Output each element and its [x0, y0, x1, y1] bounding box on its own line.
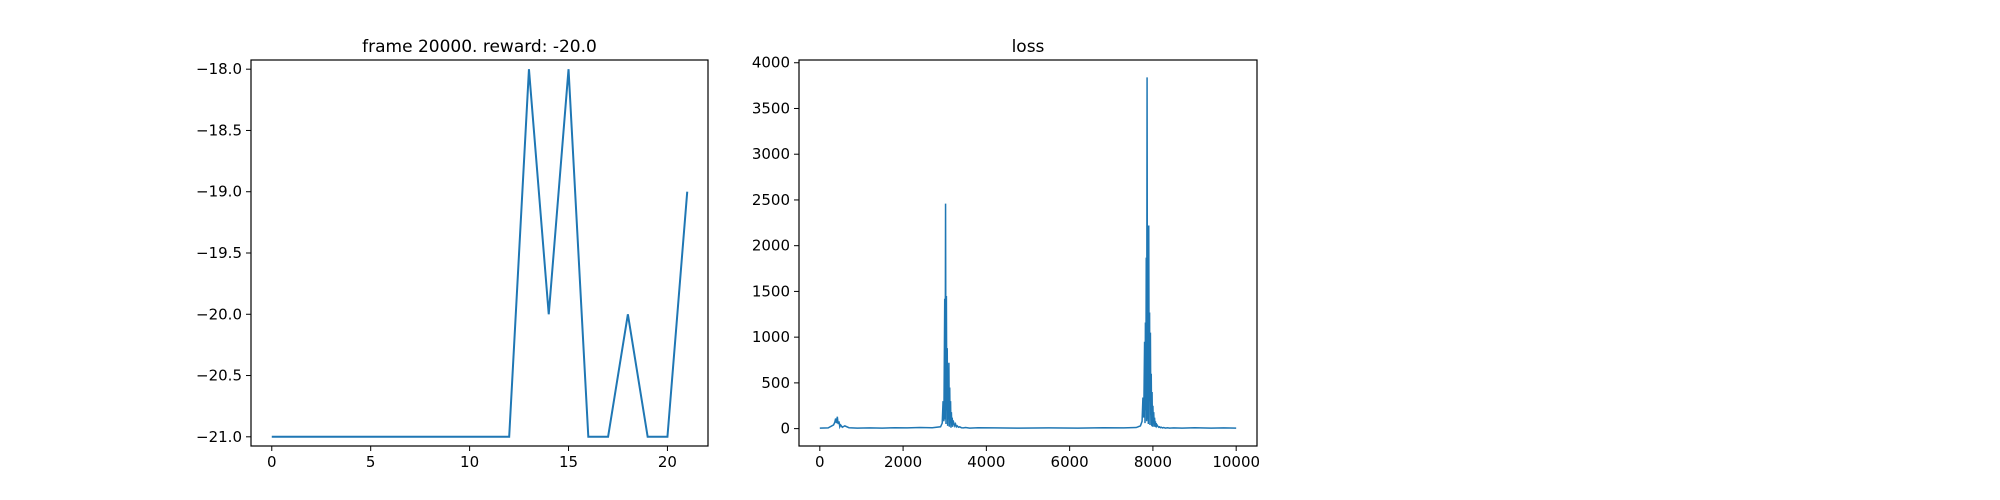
loss-ytick-label: 1500: [752, 282, 790, 300]
loss-xtick-label: 6000: [1051, 453, 1089, 471]
reward-xtick-label: 15: [559, 453, 578, 471]
loss-xtick-label: 10000: [1212, 453, 1260, 471]
loss-chart-ticks: 0 2000 4000 6000 8000 10000 0 500 1000 1500 2000 25…: [752, 54, 1260, 471]
reward-chart-ticks: 0 5 10 15 20 −18.0 −18.5 −19.0 −19.5 −20.0 −20.5 −2…: [196, 60, 677, 471]
reward-ytick-label: −19.0: [196, 183, 242, 201]
reward-chart-frame: [250, 59, 709, 447]
loss-chart-frame: [798, 59, 1258, 447]
loss-line: [819, 77, 1237, 430]
loss-ytick-label: 4000: [752, 54, 790, 72]
loss-ytick-label: 500: [761, 374, 790, 392]
reward-xtick-label: 10: [460, 453, 479, 471]
reward-ytick-label: −20.5: [196, 367, 242, 385]
reward-chart-title: frame 20000. reward: -20.0: [362, 37, 597, 57]
loss-ytick-label: 3000: [752, 145, 790, 163]
reward-xtick-label: 0: [267, 453, 277, 471]
loss-ytick-label: 1000: [752, 328, 790, 346]
loss-ytick-label: 0: [780, 420, 790, 438]
loss-ytick-label: 3500: [752, 99, 790, 117]
loss-xtick-label: 2000: [884, 453, 922, 471]
loss-xtick-label: 8000: [1134, 453, 1172, 471]
reward-xtick-label: 5: [366, 453, 376, 471]
reward-chart: frame 20000. reward: -20.0 0 5 10 15 20 −18.0…: [196, 37, 709, 471]
loss-ytick-label: 2500: [752, 191, 790, 209]
reward-ytick-label: −18.5: [196, 121, 242, 139]
reward-ytick-label: −18.0: [196, 60, 242, 78]
loss-xtick-label: 4000: [967, 453, 1005, 471]
reward-ytick-label: −20.0: [196, 305, 242, 323]
reward-ytick-label: −19.5: [196, 244, 242, 262]
reward-xtick-label: 20: [658, 453, 677, 471]
loss-ytick-label: 2000: [752, 237, 790, 255]
loss-chart-title: loss: [1012, 37, 1045, 57]
reward-ytick-label: −21.0: [196, 428, 242, 446]
loss-chart: loss 0 2000 4000 6000 8000 10000 0 500 1000 1500 2…: [752, 37, 1260, 471]
loss-xtick-label: 0: [815, 453, 825, 471]
reward-line: [271, 69, 689, 438]
